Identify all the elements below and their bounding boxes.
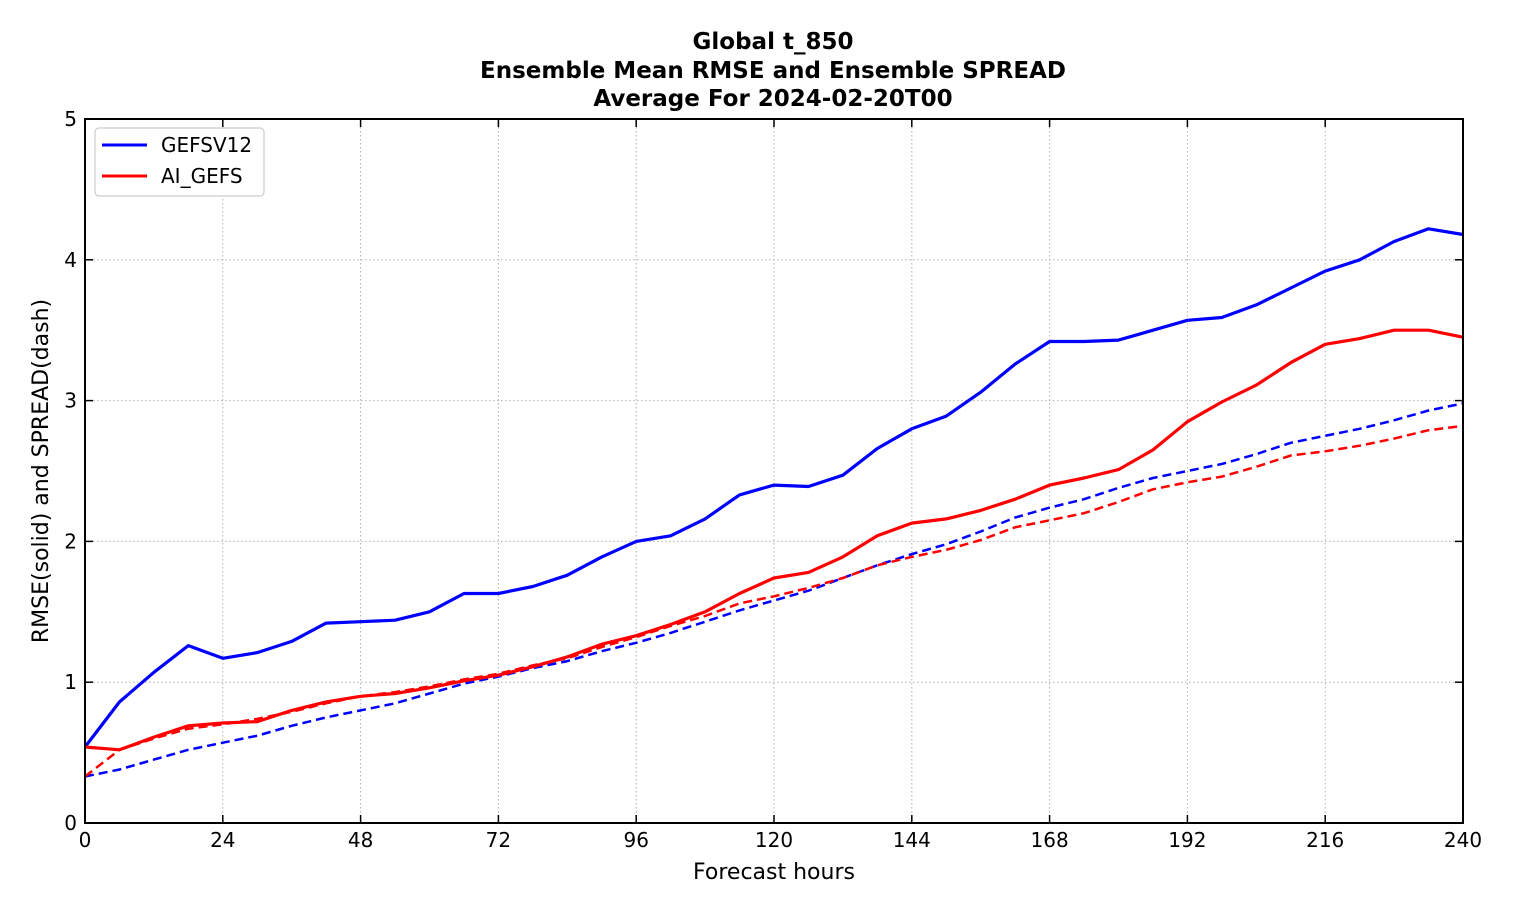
x-tick-label: 48: [348, 828, 373, 852]
plot-series: [83, 227, 1464, 778]
x-tick-label: 72: [486, 828, 511, 852]
y-tick-label: 4: [64, 248, 77, 272]
y-tick-label: 5: [64, 107, 77, 131]
x-tick-label: 96: [623, 828, 648, 852]
y-tick-label: 2: [64, 529, 77, 553]
chart-title-line-1: Global t_850: [693, 29, 854, 55]
x-tick-label: 120: [755, 828, 793, 852]
x-tick-label: 216: [1306, 828, 1344, 852]
y-tick-label: 1: [64, 670, 77, 694]
legend: GEFSV12 AI_GEFS: [94, 127, 265, 197]
x-tick-label: 0: [79, 828, 92, 852]
x-tick-label: 24: [210, 828, 235, 852]
series-gefsv12-spread-line: [84, 402, 1464, 778]
x-tick-label: 144: [893, 828, 931, 852]
legend-label-ai-gefs: AI_GEFS: [161, 164, 243, 188]
x-tick-label: 240: [1444, 828, 1482, 852]
series-ai-gefs-rmse-line: [84, 328, 1464, 752]
series-gefsv12-rmse-line: [83, 227, 1464, 748]
y-axis-label: RMSE(solid) and SPREAD(dash): [29, 299, 54, 643]
x-tick-label: 192: [1168, 828, 1206, 852]
chart-title-line-3: Average For 2024-02-20T00: [593, 86, 952, 112]
x-axis-label: Forecast hours: [693, 860, 855, 885]
x-tick-label: 168: [1031, 828, 1069, 852]
y-tick-label: 0: [64, 811, 77, 835]
y-tick-label: 3: [64, 389, 77, 413]
chart-title-line-2: Ensemble Mean RMSE and Ensemble SPREAD: [480, 58, 1066, 84]
axis-ticks: 0 24 48 72 96 120 144 168 192 216 240 0 1 2 3 4 5: [64, 107, 1482, 852]
legend-label-gefsv12: GEFSV12: [161, 133, 252, 157]
